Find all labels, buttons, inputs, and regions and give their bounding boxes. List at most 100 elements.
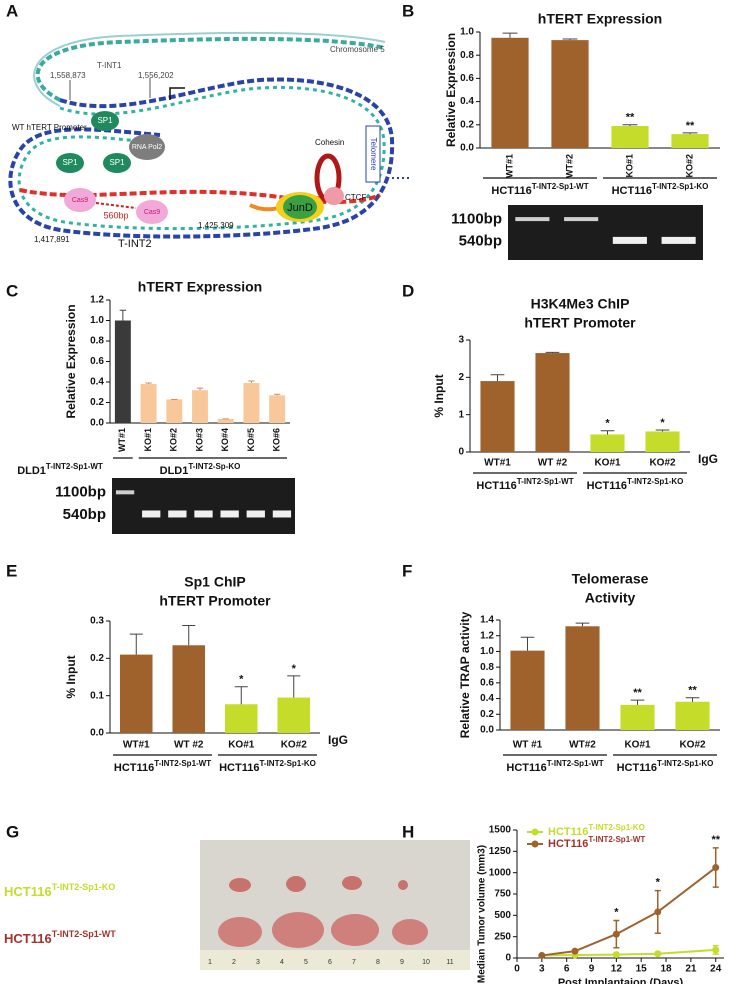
tumor	[331, 914, 379, 946]
bar	[590, 434, 625, 452]
y-axis-label: % Input	[64, 655, 78, 698]
y-tick-label: 1.2	[480, 630, 494, 641]
dna-diagram: Chromosome 5 1,558,873 T-INT1 1,556,202 …	[8, 31, 410, 250]
y-tick-label: 0.3	[90, 616, 104, 627]
panel-label: F	[402, 561, 412, 580]
bar	[480, 381, 515, 452]
gel-label: 540bp	[63, 506, 106, 523]
label-sup: T-INT2-Sp1-WT	[547, 759, 604, 768]
error-bar	[685, 697, 700, 702]
error-bar	[490, 374, 505, 382]
y-tick-label: 0.4	[90, 377, 104, 388]
bar	[277, 697, 311, 733]
ruler-number: 5	[304, 959, 308, 966]
error-bar	[248, 380, 255, 384]
y-tick-label: 0.6	[480, 677, 494, 688]
diagram-label: CTCF	[345, 193, 366, 202]
y-tick-label: 1.2	[90, 295, 104, 306]
ruler-number: 4	[280, 959, 284, 966]
chart-title: Sp1 ChIP	[184, 574, 245, 590]
y-axis-label: % Input	[432, 374, 446, 417]
significance: *	[614, 906, 619, 918]
x-tick-label: 9	[589, 964, 595, 975]
x-tick-label: WT #2	[538, 458, 568, 469]
ruler-number: 2	[232, 959, 236, 966]
error-bar	[575, 622, 590, 627]
y-tick-label: 0.6	[90, 356, 104, 367]
significance: *	[239, 674, 244, 686]
x-tick-label: KO#1	[624, 740, 651, 751]
y-tick-label: 0.0	[460, 143, 474, 154]
bar	[243, 383, 260, 423]
gel-band	[661, 236, 696, 244]
bar	[611, 125, 649, 148]
bar	[675, 701, 710, 730]
label-main: HCT116	[219, 762, 259, 774]
gel-band	[220, 510, 239, 518]
label-sup: T-INT2-Sp1-WT	[52, 929, 116, 939]
ruler-number: 1	[208, 959, 212, 966]
y-axis-label: Relative Expression	[444, 33, 458, 147]
dna-strand	[33, 31, 386, 107]
y-tick-label: 0.2	[480, 709, 494, 720]
diagram-label: Chromosome 5	[330, 45, 385, 54]
y-tick-label: 250	[494, 931, 511, 942]
tumor	[286, 876, 306, 892]
y-tick-label: 500	[494, 910, 511, 921]
gel-band	[564, 217, 599, 222]
y-axis-label: Relative TRAP activity	[458, 611, 472, 738]
point	[612, 930, 620, 938]
significance: **	[633, 687, 642, 699]
point	[571, 947, 579, 955]
x-tick-label: KO#2	[679, 740, 706, 751]
label-main: HCT116	[506, 762, 546, 774]
group-label: HCT116T-INT2-Sp1-KO	[617, 759, 714, 774]
ruler-number: 7	[352, 959, 356, 966]
legend-label: HCT116T-INT2-Sp1-KO	[548, 823, 645, 838]
x-tick-label: 18	[660, 964, 672, 975]
bar	[671, 134, 709, 148]
significance: *	[292, 663, 297, 675]
chart-title: H3K4Me3 ChIP	[531, 296, 630, 312]
bar	[645, 431, 680, 452]
bar	[119, 654, 153, 733]
dna-strand	[8, 77, 395, 239]
tss-arrow	[169, 87, 185, 100]
ruler-number: 10	[422, 959, 430, 966]
label-sup: T-INT2-Sp1-KO	[259, 759, 315, 768]
label-sup: T-INT2-Sp1-WT	[517, 477, 574, 486]
y-tick-label: 0.6	[460, 73, 474, 84]
group-label: HCT116T-INT2-Sp1-WT	[506, 759, 603, 774]
error-bar	[682, 132, 698, 135]
error-bar	[545, 351, 560, 354]
significance: *	[605, 418, 610, 430]
bar	[192, 390, 208, 423]
sp1-protein	[56, 153, 84, 173]
point	[712, 864, 720, 872]
dna-strand	[35, 36, 386, 102]
y-tick-label: 1000	[489, 867, 512, 878]
y-tick-label: 0.2	[90, 397, 104, 408]
tumor	[218, 917, 262, 947]
x-tick-label: 21	[685, 964, 697, 975]
error-bar	[234, 686, 248, 705]
cas9	[64, 188, 96, 212]
x-tick-label: WT#1	[123, 740, 150, 751]
y-axis-label: Relative Expression	[64, 304, 78, 418]
bar	[140, 384, 157, 423]
panel-label: H	[402, 822, 414, 841]
label-main: HCT116	[114, 762, 154, 774]
point	[612, 951, 620, 959]
tumor-photo: HCT116T-INT2-Sp1-KO HCT116T-INT2-Sp1-WT	[4, 840, 470, 970]
ruler-number: 11	[446, 959, 453, 966]
tumor	[398, 880, 408, 890]
gel-label: 1100bp	[451, 210, 502, 227]
bar	[172, 645, 206, 733]
point	[654, 950, 662, 958]
error-bar	[520, 636, 535, 651]
gel-label: 1100bp	[55, 484, 106, 501]
y-tick-label: 1250	[489, 846, 512, 857]
label-main: DLD1	[160, 465, 189, 477]
bar	[269, 395, 286, 423]
bar	[620, 704, 655, 730]
